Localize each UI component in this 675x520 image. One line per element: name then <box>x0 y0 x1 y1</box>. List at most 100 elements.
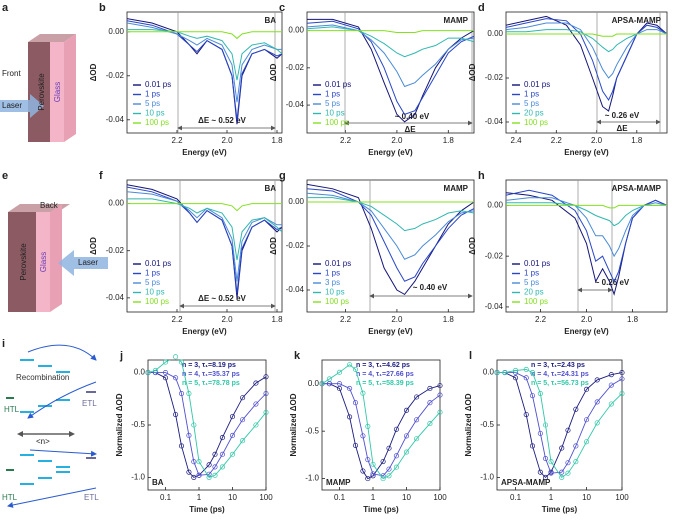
data-point <box>352 366 359 373</box>
data-point <box>173 411 179 418</box>
data-point <box>523 375 529 381</box>
x-tick-label: 100 <box>433 493 447 502</box>
data-point <box>253 401 259 407</box>
y-tick-label: 0.00 <box>288 26 304 35</box>
legend-label: 1 ps <box>524 269 539 278</box>
data-point <box>206 474 212 480</box>
y-axis-title: ΔOD <box>269 63 278 81</box>
series-line <box>127 29 282 81</box>
data-point <box>583 417 590 423</box>
data-point <box>573 443 579 449</box>
plot-frame <box>126 11 283 134</box>
x-axis-title: Time (ps) <box>189 505 225 514</box>
data-point <box>619 376 625 382</box>
y-tick-label: 0.00 <box>487 29 503 38</box>
data-point <box>196 459 202 465</box>
series-line <box>127 203 282 212</box>
sample-label: BA <box>152 478 164 487</box>
data-point <box>494 370 500 376</box>
x-tick-label: 2.0 <box>591 136 603 145</box>
data-point <box>229 414 236 420</box>
data-point <box>145 370 151 376</box>
x-axis-title: Energy (eV) <box>182 327 227 336</box>
data-point <box>263 390 269 397</box>
data-point <box>529 370 536 376</box>
htl-label: HTL <box>4 405 20 414</box>
panel-label: i <box>2 338 5 350</box>
data-point <box>319 381 325 387</box>
y-axis-title: ΔOD <box>89 237 98 255</box>
transfer-arrow <box>7 487 97 508</box>
data-point <box>523 366 529 372</box>
sample-label: BA <box>264 16 276 25</box>
x-tick-label: 1.8 <box>271 136 283 145</box>
legend-label: 10 ps <box>325 109 345 118</box>
series-line <box>322 383 440 480</box>
x-axis-title: Time (ps) <box>542 505 578 514</box>
legend-label: 10 ps <box>145 288 165 297</box>
x-axis-title: Time (ps) <box>363 505 399 514</box>
chart-panel: f 2.2 2.0 1.8 0.00 -0.02 -0.04 Energy (eV) ΔOD ΔE… <box>89 170 283 336</box>
data-point <box>240 438 246 444</box>
x-tick-label: 1 <box>371 493 376 502</box>
data-point <box>594 377 600 383</box>
panel-label: c <box>279 2 285 14</box>
legend-label: n = 4, τ₁=24.31 ps <box>531 371 589 378</box>
x-tick-label: 2.4 <box>511 136 523 145</box>
annotation: ~ 0.26 eV <box>595 278 630 287</box>
data-point <box>403 407 410 413</box>
x-tick-label: 2.2 <box>340 315 352 324</box>
sample-label: MAMP <box>444 16 469 25</box>
data-point <box>186 390 192 397</box>
series-line <box>148 372 266 476</box>
series-line <box>127 20 282 120</box>
data-point <box>529 443 536 449</box>
diagram-a: a Front Laser Perovskite Glass <box>0 2 76 142</box>
x-axis-title: Energy (eV) <box>368 327 413 336</box>
data-point <box>414 417 420 423</box>
y-tick-label: -0.02 <box>485 251 504 260</box>
etl-label: ETL <box>84 493 99 502</box>
transfer-arrow <box>29 449 97 457</box>
y-tick-label: -0.5 <box>131 420 145 429</box>
y-tick-label: -1.0 <box>480 473 494 482</box>
data-point <box>186 469 192 475</box>
data-point <box>608 401 614 407</box>
legend-label: 100 ps <box>325 118 349 127</box>
series-line <box>506 18 667 102</box>
panel-label: h <box>478 170 485 182</box>
series-line <box>307 192 474 260</box>
series-line <box>307 30 474 33</box>
series-line <box>307 183 474 296</box>
y-tick-label: -0.02 <box>485 73 504 82</box>
legend-label: n = 5, τ₁=78.78 ps <box>182 380 240 387</box>
data-point <box>437 409 443 415</box>
data-point <box>370 461 376 467</box>
legend-label: 5 ps <box>145 99 160 108</box>
data-point <box>206 462 212 468</box>
data-point <box>427 385 433 392</box>
y-tick-label: -0.02 <box>286 241 305 250</box>
data-point <box>559 445 565 451</box>
data-point <box>173 354 179 360</box>
data-point <box>360 390 366 396</box>
data-point <box>619 390 625 397</box>
y-tick-label: -0.5 <box>305 426 319 435</box>
legend-label: n = 3, τ₁=4.62 ps <box>356 362 410 369</box>
x-tick-label: 0.1 <box>160 493 172 502</box>
data-point <box>380 458 386 465</box>
perovskite-label: Perovskite <box>19 243 28 281</box>
annotation: ΔE ~ 0.52 eV <box>198 116 246 125</box>
data-point <box>370 471 376 477</box>
laser-label: Laser <box>2 101 22 110</box>
series-line <box>506 204 667 209</box>
series-line <box>506 33 667 37</box>
y-tick-label: 0.00 <box>108 199 124 208</box>
series-line <box>148 360 266 478</box>
legend-label: 1 ps <box>145 269 160 278</box>
data-point <box>513 375 519 381</box>
data-point <box>594 399 600 405</box>
data-point <box>573 459 579 465</box>
data-point <box>162 375 169 381</box>
